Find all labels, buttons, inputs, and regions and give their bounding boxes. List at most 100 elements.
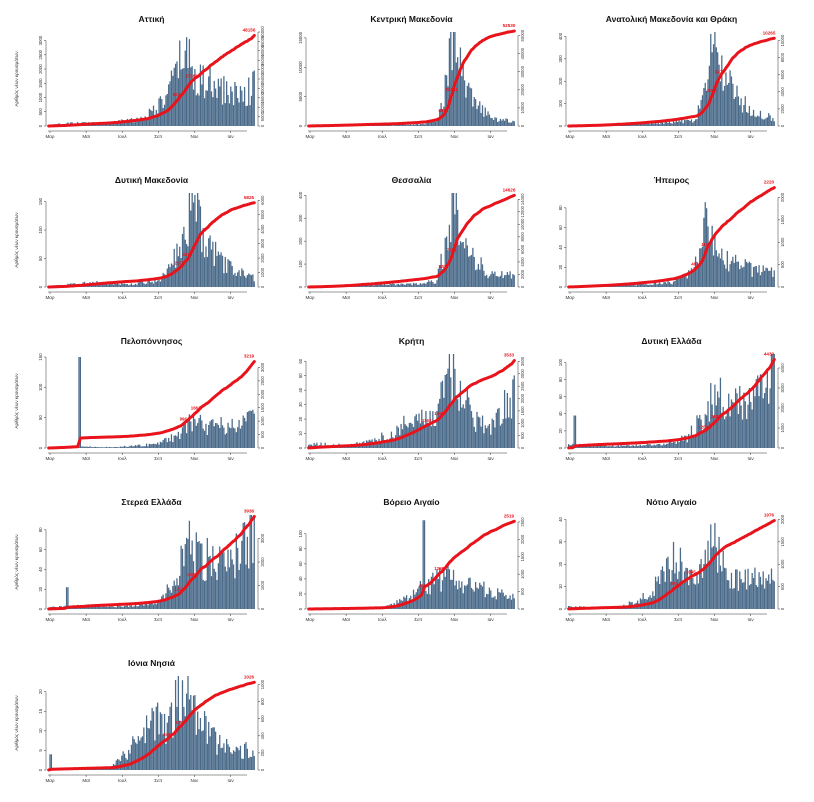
bar — [173, 67, 175, 126]
final-total-label: 4430 — [764, 351, 775, 356]
bar — [499, 118, 502, 126]
bar — [652, 123, 654, 126]
bar — [110, 606, 112, 609]
bar — [718, 253, 720, 287]
bar — [747, 112, 749, 126]
line-value-label: 27561 — [185, 74, 198, 79]
bar — [137, 282, 139, 287]
bar — [704, 82, 706, 126]
y2-tick-label: 4000 — [780, 86, 785, 96]
y-tick-label: 200 — [298, 237, 303, 245]
y2-tick-label: 0 — [260, 285, 265, 288]
bar — [237, 427, 239, 448]
bar — [224, 566, 226, 609]
bar — [248, 757, 250, 770]
bar — [499, 425, 502, 448]
y-tick-label: 60 — [558, 394, 563, 399]
bar — [670, 441, 672, 448]
bar — [660, 121, 662, 126]
bar — [137, 606, 139, 609]
bar — [224, 103, 226, 126]
bar — [122, 607, 124, 609]
line-value-label: 1162 — [422, 418, 432, 423]
bar — [706, 415, 708, 448]
bar — [115, 607, 117, 609]
bar — [728, 271, 730, 287]
bar — [226, 739, 228, 770]
bar — [437, 117, 439, 126]
bar — [220, 252, 222, 287]
bar — [212, 546, 214, 609]
x-tick-label: Ιουλ — [638, 295, 647, 300]
bar — [238, 270, 240, 287]
bar — [203, 98, 206, 126]
bar — [161, 279, 163, 287]
bar — [652, 284, 654, 287]
bar — [719, 81, 722, 126]
bar — [165, 277, 167, 287]
bar — [205, 90, 207, 126]
cumulative-line — [47, 515, 256, 611]
y2-tick-label: 1000 — [780, 237, 785, 247]
bar — [741, 419, 744, 448]
bar — [134, 119, 137, 126]
bar — [112, 123, 115, 126]
bar — [139, 120, 141, 126]
bar — [752, 266, 755, 287]
y2-tick-label: 20000 — [260, 82, 265, 94]
y2-tick-label: 1000 — [780, 559, 785, 569]
bar — [227, 94, 229, 126]
bar — [208, 556, 210, 609]
bar — [740, 98, 742, 126]
bar — [133, 739, 135, 770]
bar — [659, 282, 661, 287]
y2-tick-label: 2000 — [260, 253, 265, 263]
bar — [627, 285, 629, 287]
x-tick-label: Ιουλ — [638, 134, 647, 139]
bar — [722, 406, 724, 448]
x-tick-label: Ιαν — [227, 295, 234, 300]
bar — [509, 122, 511, 126]
bar — [706, 564, 708, 609]
x-tick-label: Μαρ — [565, 295, 574, 300]
bar — [465, 238, 467, 287]
bar — [645, 123, 647, 126]
bar — [719, 377, 722, 448]
bar — [128, 121, 130, 126]
bar — [609, 446, 611, 448]
bar — [154, 279, 156, 287]
bar — [683, 119, 686, 126]
bar — [685, 567, 687, 609]
bar — [133, 445, 135, 448]
bar — [462, 241, 464, 287]
bar — [685, 120, 687, 126]
bar — [140, 116, 142, 126]
x-tick-label: Ιουλ — [118, 617, 127, 622]
bar — [667, 556, 669, 609]
x-tick-label: Ιουλ — [378, 617, 387, 622]
bar — [657, 443, 659, 448]
bar — [99, 447, 101, 448]
bar — [155, 706, 157, 770]
bar — [250, 757, 253, 770]
bar — [320, 442, 322, 448]
bar — [226, 571, 228, 609]
bar — [118, 447, 120, 448]
bar — [88, 446, 90, 448]
y2-tick-label: 500 — [520, 587, 525, 595]
bar — [198, 95, 200, 126]
bar — [448, 38, 451, 126]
bar — [206, 537, 208, 609]
bar — [746, 419, 748, 448]
bar — [220, 78, 222, 126]
bar — [441, 269, 444, 287]
bar — [722, 550, 724, 609]
bar — [436, 118, 438, 126]
y2-tick-label: 4000 — [520, 257, 525, 267]
bar — [223, 743, 225, 770]
bar — [105, 606, 108, 609]
bar — [166, 722, 168, 770]
y-tick-label: 100 — [558, 358, 563, 366]
bar — [747, 263, 749, 287]
bar — [410, 124, 412, 126]
